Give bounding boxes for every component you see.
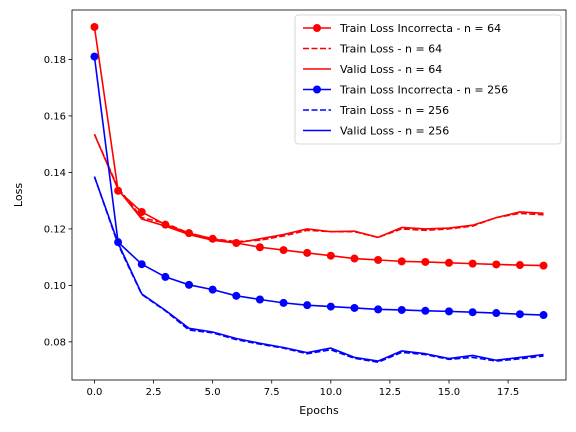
- x-tick-label-5: 12.5: [379, 387, 401, 398]
- series-3-point-19: [539, 311, 548, 320]
- legend: Train Loss Incorrecta - n = 64 Train Loss…: [294, 14, 562, 145]
- series-0-point-16: [468, 259, 477, 268]
- series-0-point-0: [90, 22, 99, 31]
- series-3-point-8: [279, 298, 288, 307]
- x-tick-label-7: 17.5: [497, 387, 519, 398]
- x-tick-label-1: 2.5: [146, 387, 162, 398]
- series-3-point-17: [492, 309, 501, 318]
- x-tick-label-6: 15.0: [438, 387, 460, 398]
- series-3-point-6: [232, 291, 241, 300]
- y-tick-label-1: 0.10: [44, 281, 66, 292]
- legend-marker-0: [313, 24, 321, 32]
- series-0-point-18: [515, 261, 524, 270]
- series-3-point-15: [445, 307, 453, 316]
- series-0-point-7: [255, 243, 264, 252]
- series-line-1: [93, 133, 544, 243]
- y-tick-label-0: 0.08: [44, 337, 66, 348]
- series-3-point-7: [255, 295, 264, 304]
- series-3-point-9: [303, 301, 312, 310]
- x-axis-label: Epochs: [299, 404, 339, 417]
- series-3-point-2: [137, 260, 146, 269]
- series-3-point-4: [185, 280, 193, 289]
- y-tick-label-3: 0.14: [44, 168, 66, 179]
- legend-marker-3: [313, 85, 321, 94]
- series-0-point-9: [303, 248, 312, 257]
- series-3-point-5: [208, 285, 217, 294]
- legend-label-3: Train Loss Incorrecta - n = 256: [339, 84, 508, 97]
- series-0-point-10: [326, 251, 335, 260]
- series-0-point-11: [350, 254, 359, 263]
- series-0-point-19: [539, 261, 548, 270]
- series-0-point-14: [421, 257, 430, 266]
- series-line-2: [93, 133, 544, 244]
- series-0-point-8: [279, 246, 288, 255]
- series-3-point-14: [421, 306, 430, 315]
- legend-label-4: Train Loss - n = 256: [339, 104, 449, 117]
- series-0-point-12: [374, 255, 383, 264]
- x-tick-label-0: 0.0: [87, 387, 103, 398]
- series-0-point-15: [445, 258, 453, 267]
- series-line-4: [93, 176, 544, 364]
- series-0-point-13: [397, 257, 406, 266]
- legend-box: [294, 14, 562, 145]
- series-3-point-13: [397, 305, 406, 314]
- series-0-point-17: [492, 260, 501, 269]
- series-3-point-10: [326, 302, 335, 311]
- series-3-point-11: [350, 303, 359, 312]
- x-tick-label-2: 5.0: [205, 387, 221, 398]
- y-tick-label-5: 0.18: [44, 55, 66, 66]
- legend-label-1: Train Loss - n = 64: [339, 43, 442, 56]
- series-3-point-0: [90, 52, 99, 61]
- series-line-5: [93, 176, 544, 362]
- y-tick-label-4: 0.16: [44, 111, 66, 122]
- y-axis-label: Loss: [12, 183, 25, 207]
- legend-label-0: Train Loss Incorrecta - n = 64: [339, 22, 501, 35]
- x-tick-label-4: 10.0: [320, 387, 342, 398]
- legend-label-2: Valid Loss - n = 64: [340, 63, 442, 76]
- x-tick-label-3: 7.5: [264, 387, 280, 398]
- plot-frame: [71, 9, 567, 381]
- legend-label-5: Valid Loss - n = 256: [340, 125, 449, 138]
- series-3-point-3: [161, 272, 170, 281]
- y-tick-label-2: 0.12: [44, 224, 66, 235]
- series-3-point-12: [374, 305, 383, 314]
- series-3-point-16: [468, 308, 477, 317]
- series-0-point-2: [137, 207, 146, 216]
- series-3-point-18: [515, 310, 524, 319]
